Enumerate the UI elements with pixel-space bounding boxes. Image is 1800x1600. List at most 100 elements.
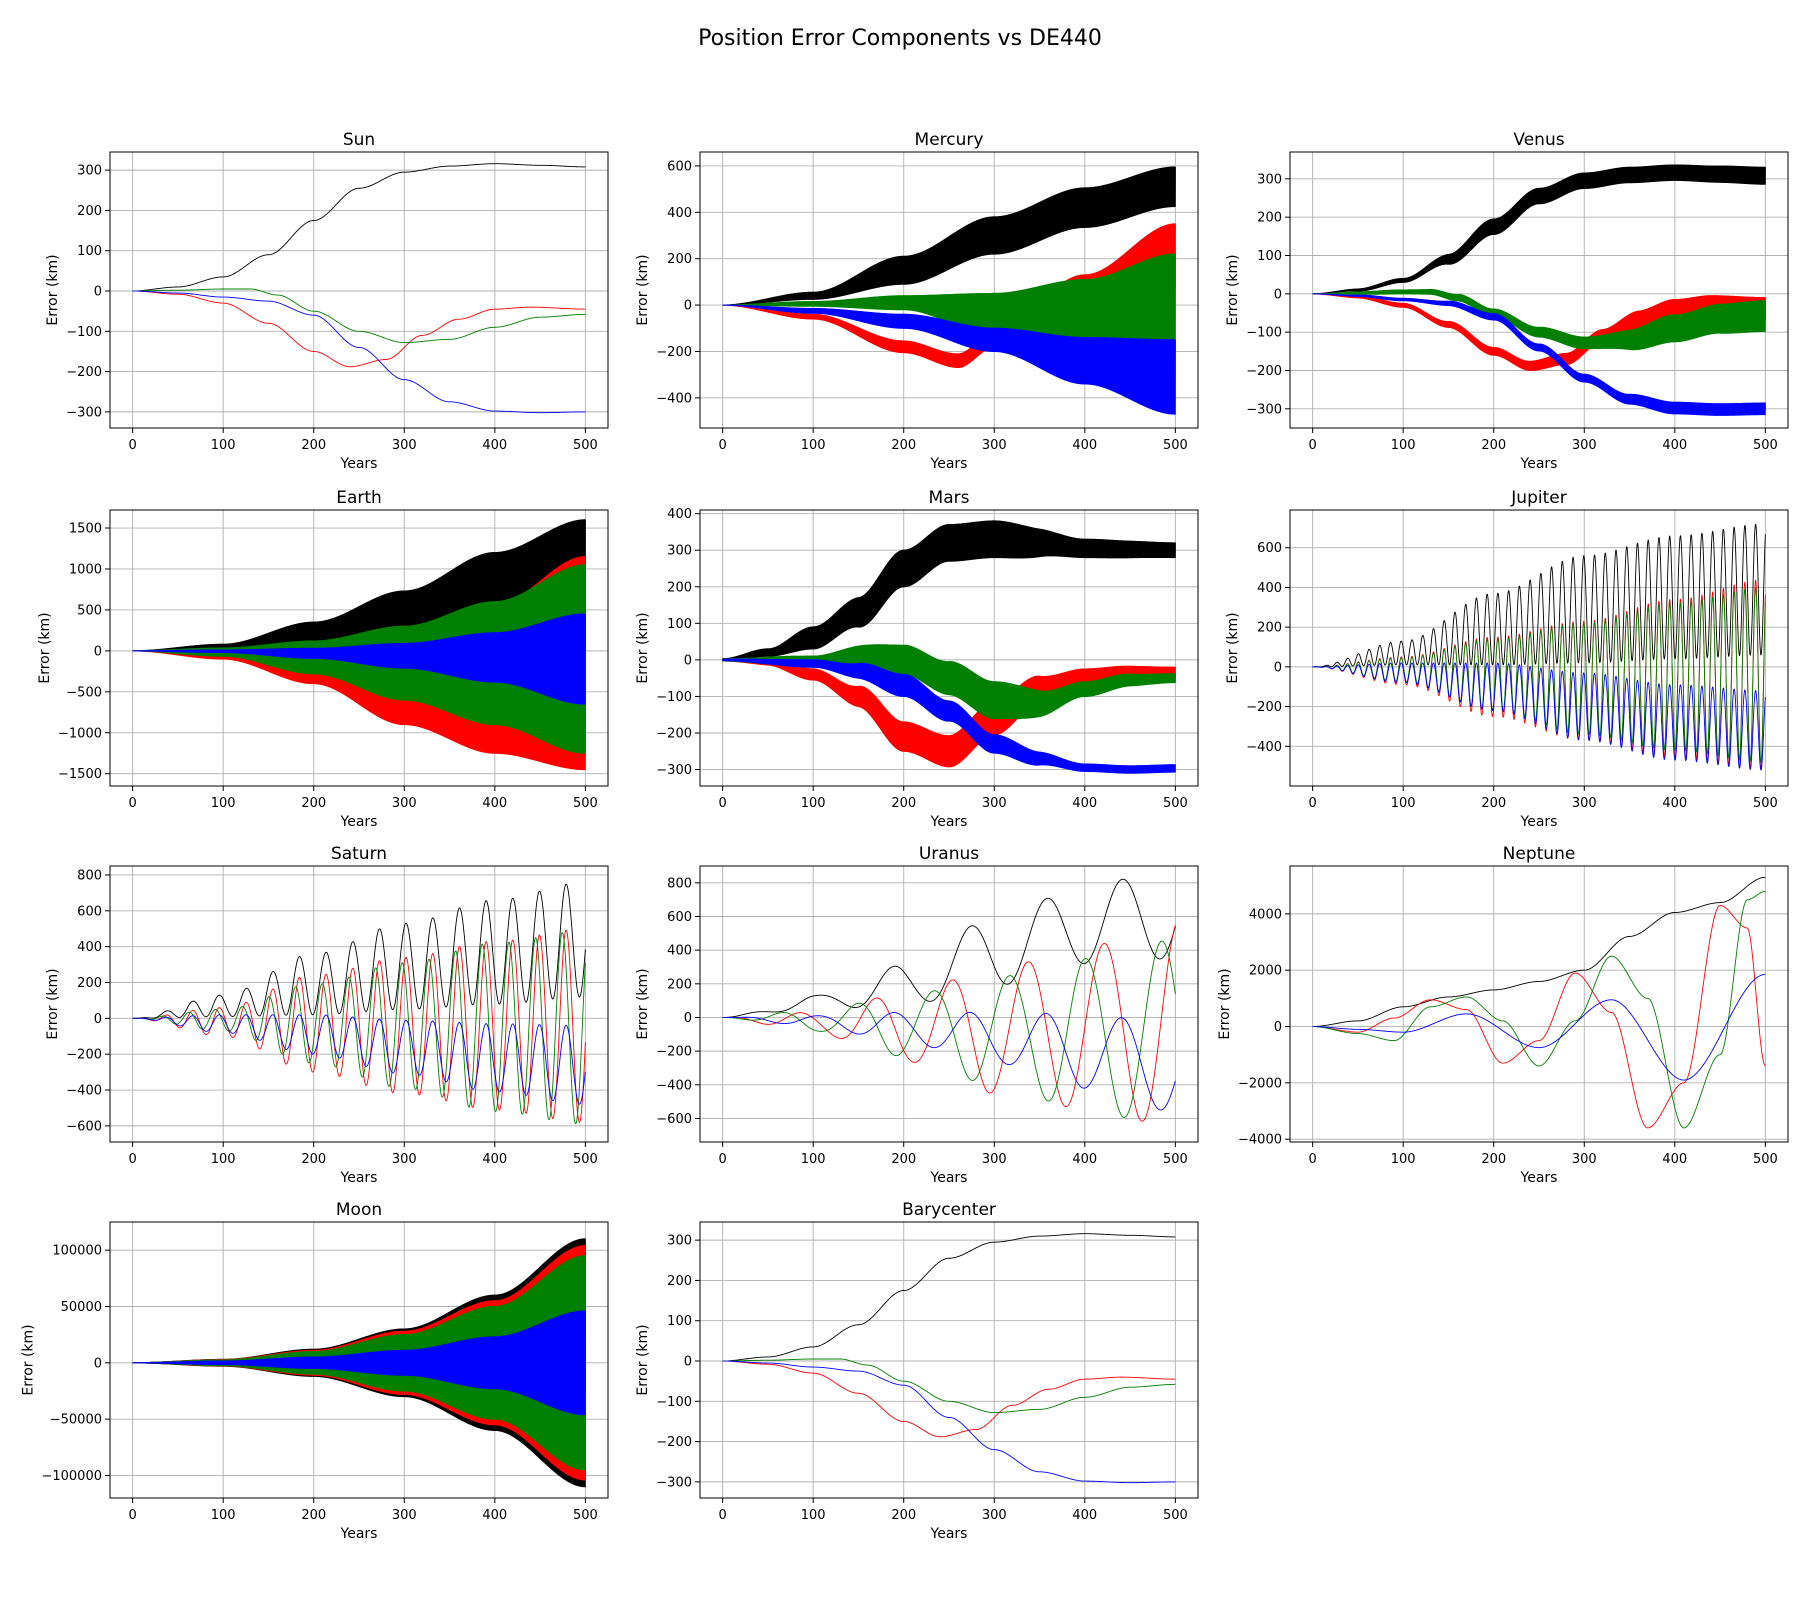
y-tick-label: 600: [667, 159, 692, 174]
x-axis-label: Years: [340, 456, 378, 472]
series-group: [1312, 876, 1766, 1129]
series-line-4: [132, 1014, 586, 1105]
chart-title: Mercury: [915, 130, 984, 150]
x-tick-label: 400: [1662, 1152, 1687, 1167]
x-tick-label: 200: [1481, 1152, 1506, 1167]
y-tick-label: 200: [667, 580, 692, 595]
y-tick-label: 0: [1274, 1020, 1282, 1035]
series-group: [722, 1233, 1176, 1484]
y-tick-label: 200: [1257, 621, 1282, 636]
x-axis-label: Years: [930, 456, 968, 472]
x-tick-label: 500: [1753, 796, 1778, 811]
chart-earth: 0 100 200 300 400 500 −1500 −1000 −500 0 500 1000 15…: [37, 488, 609, 830]
x-tick-label: 200: [301, 438, 326, 453]
x-axis-label: Years: [340, 814, 378, 830]
y-axis-label: Error (km): [1217, 968, 1233, 1039]
y-tick-label: 300: [77, 164, 102, 179]
chart-title: Saturn: [331, 844, 387, 864]
y-tick-label: 0: [1274, 660, 1282, 675]
x-tick-label: 100: [1391, 796, 1416, 811]
y-tick-label: −500: [66, 685, 102, 700]
y-tick-label: 300: [667, 544, 692, 559]
series-line-4: [1312, 293, 1766, 416]
y-axis-label: Error (km): [1225, 254, 1241, 325]
chart-title: Venus: [1513, 130, 1564, 150]
y-tick-label: −400: [1246, 740, 1282, 755]
series-line-4: [1312, 662, 1766, 771]
y-tick-label: 400: [667, 206, 692, 221]
x-tick-label: 500: [1163, 1152, 1188, 1167]
y-tick-label: −400: [656, 391, 692, 406]
series-line-1: [132, 883, 586, 1019]
series-group: [1312, 164, 1766, 416]
series-line-4: [722, 1011, 1176, 1111]
y-tick-label: 0: [684, 299, 692, 314]
x-tick-label: 500: [1163, 796, 1188, 811]
series-group: [1312, 523, 1766, 771]
x-tick-label: 500: [573, 1152, 598, 1167]
chart-mercury: 0 100 200 300 400 500 −400 −200 0 200 400 600 Mercur…: [635, 130, 1199, 472]
series-line-1: [722, 520, 1176, 662]
y-tick-label: −2000: [1238, 1076, 1282, 1091]
y-tick-label: −300: [656, 763, 692, 778]
series-line-1: [1312, 164, 1766, 295]
x-tick-label: 400: [482, 438, 507, 453]
y-tick-label: 100: [77, 244, 102, 259]
y-tick-label: 200: [667, 1274, 692, 1289]
x-tick-label: 0: [128, 1152, 136, 1167]
x-tick-label: 100: [1391, 438, 1416, 453]
y-tick-label: 0: [94, 1012, 102, 1027]
x-axis-label: Years: [930, 1526, 968, 1542]
x-axis-label: Years: [1520, 814, 1558, 830]
x-axis-label: Years: [1520, 1170, 1558, 1186]
y-tick-label: −200: [1246, 364, 1282, 379]
x-tick-label: 400: [482, 1152, 507, 1167]
x-tick-label: 400: [1072, 1508, 1097, 1523]
series-group: [132, 519, 586, 771]
chart-sun: 0 100 200 300 400 500 −300 −200 −100 0 100 200 300 Su…: [45, 130, 609, 472]
series-group: [722, 520, 1176, 774]
x-tick-label: 400: [1072, 796, 1097, 811]
y-tick-label: −400: [656, 1078, 692, 1093]
y-tick-label: 100000: [52, 1244, 102, 1259]
plot-frame: [1289, 151, 1789, 429]
x-tick-label: 200: [891, 1152, 916, 1167]
y-tick-label: 200: [667, 252, 692, 267]
series-line-2: [722, 925, 1176, 1122]
y-tick-label: 50000: [61, 1300, 102, 1315]
y-axis-label: Error (km): [635, 1324, 651, 1395]
y-tick-label: 0: [94, 644, 102, 659]
y-tick-label: 300: [1257, 172, 1282, 187]
figure-title: Position Error Components vs DE440: [698, 26, 1102, 51]
y-tick-label: −100: [656, 1395, 692, 1410]
y-tick-label: −200: [1246, 700, 1282, 715]
chart-title: Sun: [343, 130, 375, 150]
x-tick-label: 200: [1481, 796, 1506, 811]
x-tick-label: 0: [1308, 438, 1316, 453]
y-tick-label: 300: [667, 1234, 692, 1249]
series-line-1: [1312, 523, 1766, 668]
x-tick-label: 100: [211, 1508, 236, 1523]
series-line-4: [1312, 973, 1766, 1081]
y-axis-label: Error (km): [1225, 612, 1241, 683]
y-tick-label: −200: [656, 726, 692, 741]
x-tick-label: 300: [1572, 438, 1597, 453]
y-tick-label: 200: [1257, 211, 1282, 226]
x-tick-label: 100: [211, 796, 236, 811]
series-line-3: [722, 1358, 1176, 1414]
y-tick-label: −300: [656, 1475, 692, 1490]
y-tick-label: 800: [667, 876, 692, 891]
x-tick-label: 400: [482, 1508, 507, 1523]
chart-neptune: 0 100 200 300 400 500 −4000 −2000 0 2000 4000 Neptu…: [1217, 844, 1789, 1186]
y-tick-label: −300: [66, 405, 102, 420]
series-line-2: [132, 929, 586, 1123]
chart-saturn: 0 100 200 300 400 500 −600 −400 −200 0 200 400 600 80…: [45, 844, 609, 1186]
x-tick-label: 400: [1072, 1152, 1097, 1167]
series-line-4: [722, 304, 1176, 415]
y-tick-label: 400: [667, 944, 692, 959]
x-tick-label: 300: [392, 438, 417, 453]
plot-frame: [699, 151, 1199, 429]
y-tick-label: 0: [94, 285, 102, 300]
y-tick-label: 0: [684, 1355, 692, 1370]
y-tick-label: −1500: [58, 767, 102, 782]
